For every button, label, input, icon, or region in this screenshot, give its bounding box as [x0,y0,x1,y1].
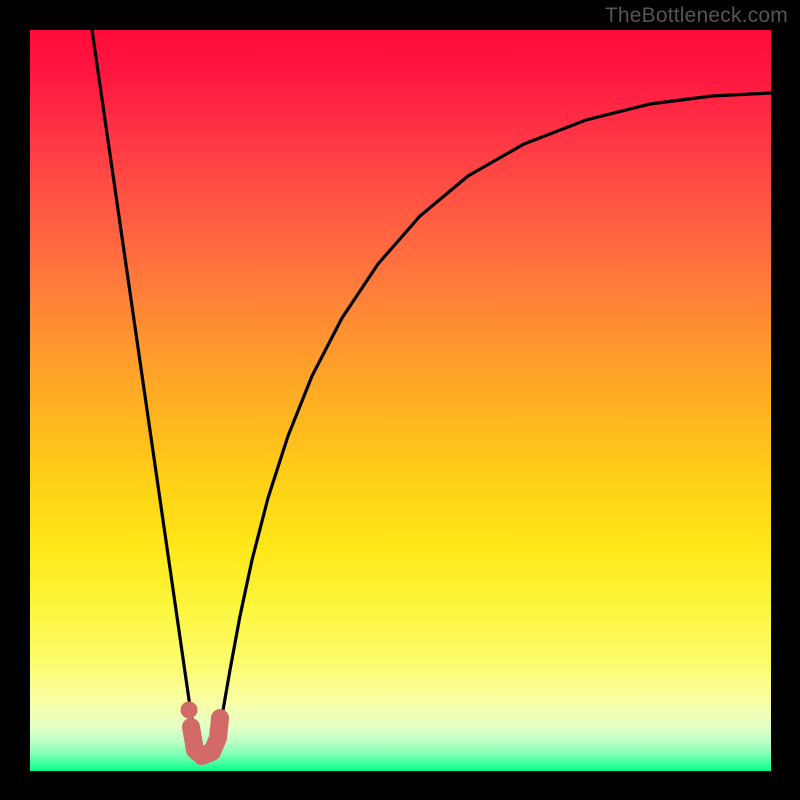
curve-left-segment [92,30,196,748]
watermark-text: TheBottleneck.com [605,4,788,28]
chart-curves-layer [30,30,771,771]
marker-dot [181,702,198,719]
bottleneck-chart [30,30,771,771]
marker-hook [191,718,220,756]
curve-right-segment [216,93,771,746]
